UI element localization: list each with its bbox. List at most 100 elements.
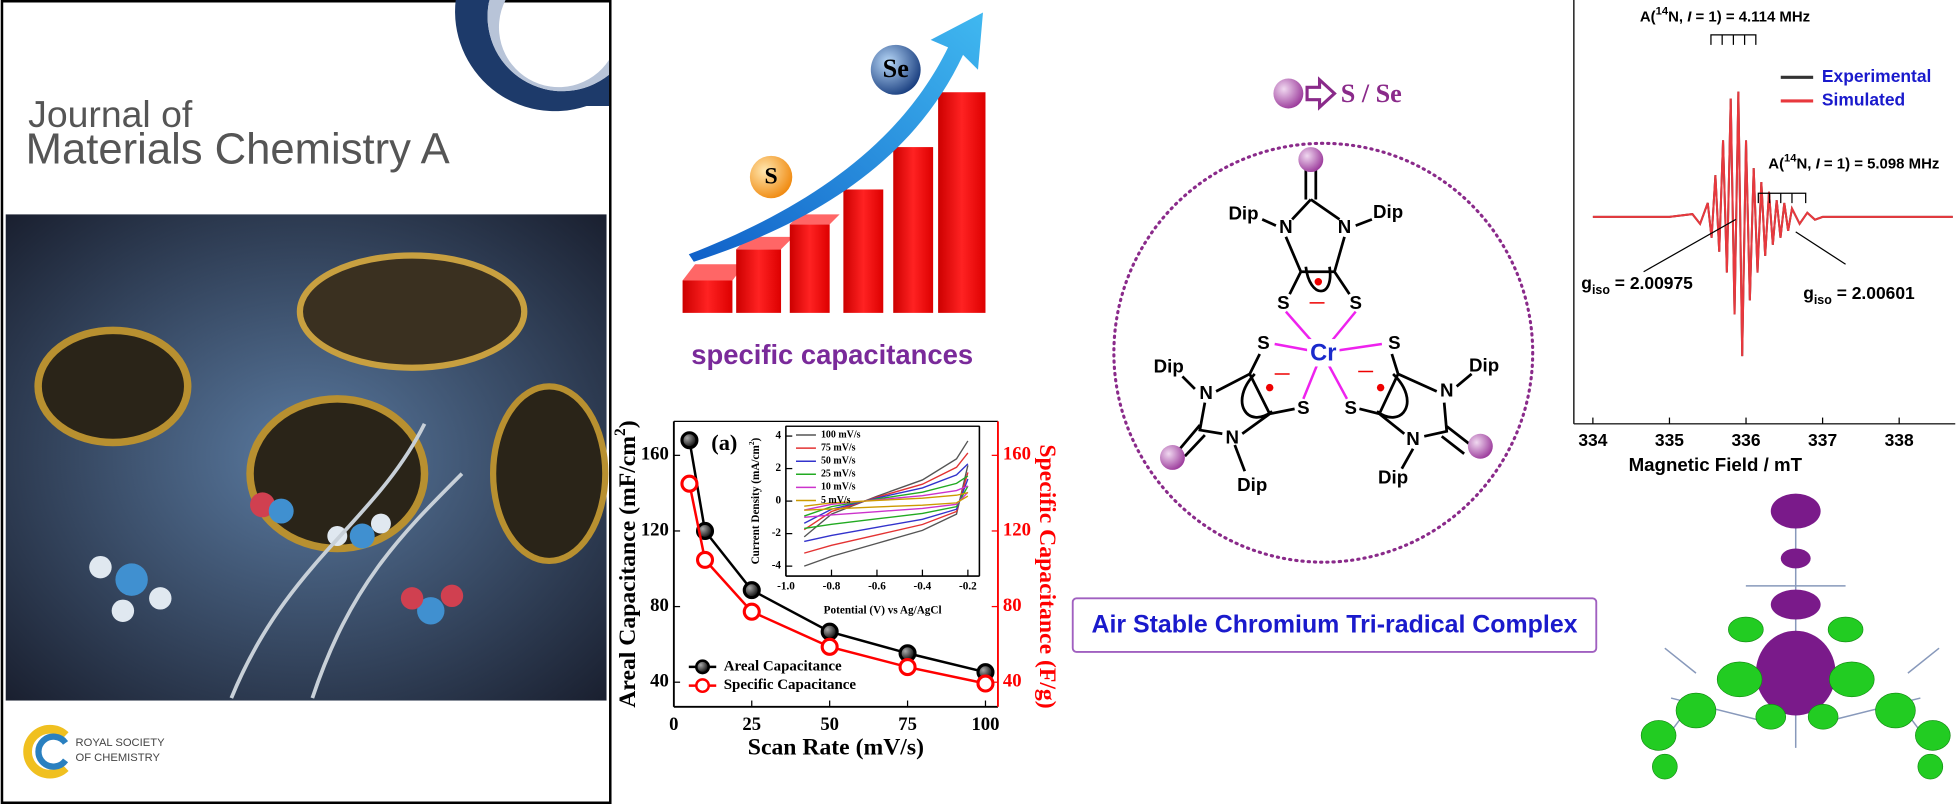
y-axis-title: Areal Capacitance (mF/cm2) [612,420,641,707]
x-tick-label: -0.6 [868,581,886,593]
y-axis-title-part: ) [750,438,762,442]
banner-box [1071,597,1598,653]
cover-pore [34,326,192,447]
annotation-part: 14 [1784,153,1797,165]
legend-label: Experimental [1822,66,1932,86]
caption: specific capacitances [691,339,973,370]
element-ball [870,44,921,95]
legend-label: Simulated [1822,90,1905,110]
legend-label: 100 mV/s [821,429,861,440]
cover-molecules [89,492,464,625]
y-axis-title-part: ) [616,420,642,428]
cv-forward [803,452,969,531]
cover-fibers [229,422,464,699]
rsc-logo [23,724,69,779]
publisher: ROYAL SOCIETY [76,737,166,749]
marker [680,474,699,493]
annotation-part: g [1803,283,1814,303]
annotation-part: 14 [1656,5,1669,17]
publisher: OF CHEMISTRY [76,752,161,764]
atom-label: S [1257,332,1269,353]
annotation-part: A( [1768,155,1784,172]
annotation-part: g [1581,273,1592,293]
series-line [688,483,986,685]
x-tick-label: 75 [898,714,917,735]
x-tick-label: -0.2 [959,581,977,593]
y-tick-label: 120 [641,519,669,540]
annotation-part: N, [1797,155,1816,172]
x-tick-label: 50 [820,714,839,735]
annotation-part: = 1) = 4.114 MHz [1691,8,1810,25]
y-tick-label: -2 [772,527,782,539]
annotation-part: iso [1592,284,1610,298]
cr-bonds [1274,310,1383,400]
y-axis-title-part: Areal Capacitance (mF/cm [616,436,642,708]
annotation-part: = 2.00601 [1832,283,1915,303]
legend-label: Specific Capacitance [724,677,857,693]
atom-label: S [1277,292,1289,313]
hyperfine-comb [1757,192,1807,204]
y-tick-label: 160 [641,444,669,465]
cv-forward [804,491,969,507]
annotation-part: = 1) = 5.098 MHz [1820,155,1940,172]
y2-tick-label: 80 [1003,595,1022,616]
atom-label: S [1388,332,1400,353]
y-axis-title-part: Current Density (mA/cm [750,444,762,564]
x-tick-label: 0 [669,714,678,735]
annotation-part: A( [1640,8,1656,25]
hyperfine-comb [1710,34,1757,45]
marker [695,521,715,541]
y-tick-label: -4 [772,560,782,572]
marker [820,637,839,656]
marker [742,581,761,600]
substituent-ball [1467,433,1493,459]
y-axis-title-part: 2 [612,428,629,436]
x-axis-title: Scan Rate (mV/s) [748,735,924,761]
substituent-ball [1298,147,1324,173]
molecule: S / Se Cr [1112,76,1535,564]
cover-pore [489,383,609,565]
atom-label: N [1199,382,1212,403]
pointer [1643,218,1846,273]
legend-ball [1273,78,1304,109]
y-tick-label: 40 [650,670,669,691]
marker [695,550,715,569]
x-axis-title: Magnetic Field / mT [1629,454,1803,475]
rsc-logo [35,733,69,770]
x-tick-label: -0.4 [914,581,932,593]
cv-forward [804,485,969,511]
atom-label: Dip [1237,474,1267,495]
radicals [1265,277,1385,392]
x-axis-title: Potential (V) vs Ag/AgCl [824,604,942,616]
cover-pore [246,395,429,553]
banner: Air Stable Chromium Tri-radical Complex [1091,610,1577,638]
marker [680,431,699,450]
y-axis-title-part: 2 [748,441,756,445]
x-tick-label: -1.0 [777,581,795,593]
y2-axis-title: Specific Capacitance (F/g) [1034,444,1060,708]
y-tick-label: 80 [650,595,669,616]
cv-return [804,495,969,511]
charges [1274,302,1374,375]
atom-label: Dip [1228,202,1258,223]
y-tick-label: 2 [775,462,781,474]
cover-title: Materials Chemistry A [26,126,450,174]
spin-density-picture [1640,493,1951,780]
atom-label: Dip [1373,201,1403,222]
x-tick-label: 334 [1578,430,1607,450]
marker [742,602,761,621]
x-tick-label: -0.8 [823,581,841,593]
annotation: giso = 2.00975 [1581,273,1693,298]
molecule-circle [1112,141,1535,564]
cv-forward [803,440,969,538]
legend-marker [695,678,710,694]
x-tick-label: 335 [1655,430,1684,450]
annotation-part: I [1687,8,1692,25]
series-line [1592,91,1953,357]
annotation-part: = 2.00975 [1610,273,1693,293]
growth-graphic: S Se specific capacitances [682,12,986,370]
element-label: Se [883,54,909,83]
y-axis-title: Current Density (mA/cm2) [748,438,762,565]
x-tick-label: 100 [971,714,999,735]
cover-arc [455,0,610,112]
